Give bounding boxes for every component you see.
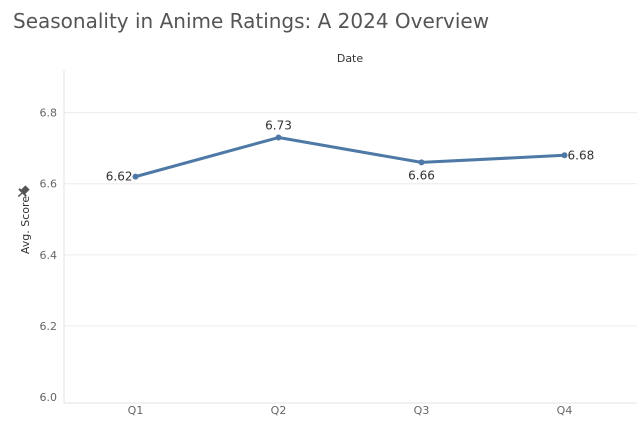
x-tick-label: Q1: [128, 404, 144, 417]
y-tick-label: 6.4: [40, 249, 58, 262]
series-line: [134, 136, 566, 179]
x-tick-label: Q4: [557, 404, 573, 417]
data-label: 6.68: [568, 148, 595, 162]
y-axis-title: Avg. Score: [19, 196, 32, 254]
data-label: 6.62: [106, 170, 133, 184]
data-label: 6.66: [408, 168, 435, 182]
data-label: 6.73: [265, 119, 292, 133]
x-ticks: Q1 Q2 Q3 Q4: [128, 404, 573, 417]
data-point[interactable]: [275, 134, 282, 141]
pin-icon[interactable]: [15, 184, 31, 200]
chart-title: Seasonality in Anime Ratings: A 2024 Ove…: [13, 9, 490, 33]
data-point[interactable]: [132, 173, 139, 180]
data-point[interactable]: [418, 159, 425, 166]
y-tick-label: 6.8: [40, 107, 58, 120]
column-header: Date: [337, 52, 364, 65]
y-tick-label: 6.0: [40, 391, 58, 404]
x-tick-label: Q2: [271, 404, 287, 417]
axes: [63, 70, 637, 404]
gridlines: [64, 112, 637, 327]
series: 6.62 6.73 6.66 6.68: [106, 119, 594, 184]
y-tick-label: 6.6: [40, 178, 58, 191]
y-ticks: 6.0 6.2 6.4 6.6 6.8: [40, 107, 58, 404]
y-tick-label: 6.2: [40, 320, 58, 333]
x-tick-label: Q3: [414, 404, 430, 417]
data-point[interactable]: [561, 152, 568, 159]
